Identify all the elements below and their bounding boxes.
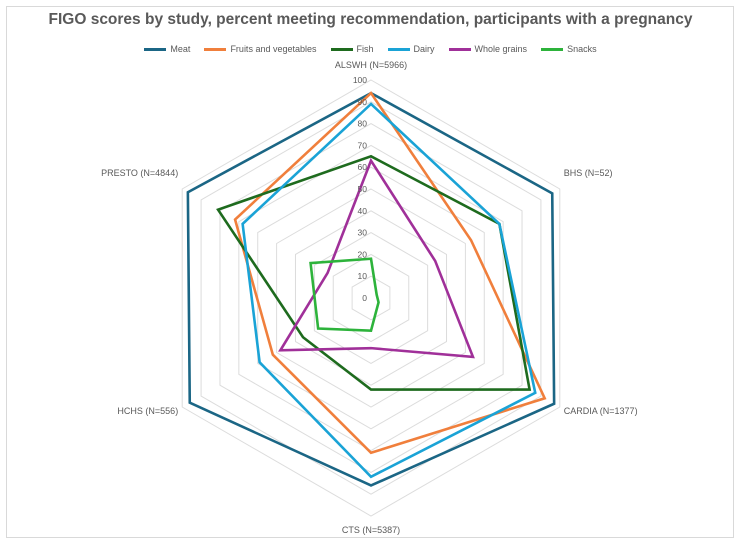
legend-item: Fish: [330, 44, 374, 54]
grid-ring: [332, 253, 410, 343]
grid-ring: [351, 275, 391, 321]
category-label: PRESTO (N=4844): [101, 168, 178, 178]
tick-label: 90: [358, 97, 368, 107]
legend-swatch: [448, 47, 471, 51]
legend-swatch: [387, 47, 410, 51]
legend-item: Dairy: [387, 44, 435, 54]
grid-ring: [181, 79, 561, 517]
tick-label: 10: [358, 271, 368, 281]
legend-item: Meat: [144, 44, 190, 54]
category-label: ALSWH (N=5966): [335, 60, 407, 70]
series-line-fruits-and-vegetables: [233, 91, 547, 455]
legend-item: Snacks: [541, 44, 597, 54]
tick-label: 100: [353, 75, 367, 85]
legend-label: Snacks: [567, 44, 597, 54]
tick-label: 0: [362, 293, 367, 303]
radar-series: [186, 91, 556, 487]
radar-tick-labels: 0 10 20 30 40 50 60 70 80 90 100: [353, 75, 367, 303]
legend-label: Meat: [170, 44, 191, 54]
tick-label: 40: [358, 206, 368, 216]
legend-item: Fruits and vegetables: [204, 44, 317, 54]
chart-title: FIGO scores by study, percent meeting re…: [48, 11, 693, 28]
legend-swatch: [541, 47, 564, 51]
series-line-dairy: [241, 102, 537, 479]
chart-legend: Meat Fruits and vegetables Fish Dairy Whole …: [0, 44, 741, 54]
tick-label: 20: [358, 249, 368, 259]
tick-label: 60: [358, 162, 368, 172]
grid-ring: [313, 232, 429, 364]
legend-swatch: [330, 47, 353, 51]
category-label: CARDIA (N=1377): [564, 406, 638, 416]
grid-ring: [294, 210, 448, 386]
tick-label: 80: [358, 119, 368, 129]
grid-ring: [257, 166, 485, 430]
series-line-whole-grains: [278, 157, 475, 359]
series-line-meat: [186, 91, 556, 487]
legend-swatch: [144, 47, 167, 51]
legend-label: Dairy: [413, 44, 435, 54]
legend-item: Whole grains: [448, 44, 528, 54]
grid-ring: [276, 188, 466, 408]
legend-swatch: [204, 47, 227, 51]
legend-label: Fruits and vegetables: [230, 44, 317, 54]
category-label: CTS (N=5387): [342, 525, 400, 535]
category-label: BHS (N=52): [564, 168, 613, 178]
radar-grid: [181, 79, 561, 517]
category-label: HCHS (N=556): [117, 406, 178, 416]
legend-label: Whole grains: [474, 44, 528, 54]
series-line-snacks: [309, 257, 380, 333]
grid-ring: [238, 144, 504, 452]
tick-label: 50: [358, 184, 368, 194]
grid-ring: [200, 101, 542, 495]
radar-category-labels: ALSWH (N=5966) BHS (N=52) CARDIA (N=1377) C…: [101, 60, 637, 535]
tick-label: 70: [358, 140, 368, 150]
legend-label: Fish: [356, 44, 374, 54]
tick-label: 30: [358, 228, 368, 238]
